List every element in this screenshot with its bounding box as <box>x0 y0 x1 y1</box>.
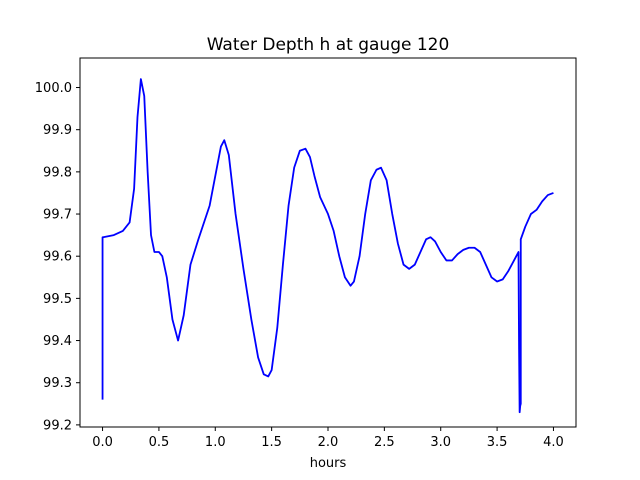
y-tick-label: 99.7 <box>43 208 72 223</box>
x-tick-label: 3.5 <box>487 435 508 450</box>
y-tick-label: 99.9 <box>43 123 72 138</box>
y-tick-label: 99.3 <box>43 376 72 391</box>
chart-title: Water Depth h at gauge 120 <box>207 35 450 55</box>
y-tick-label: 99.8 <box>43 165 72 180</box>
x-tick-label: 1.0 <box>205 435 226 450</box>
x-tick-label: 0.5 <box>149 435 170 450</box>
y-tick-label: 99.4 <box>43 334 72 349</box>
y-tick-label: 99.2 <box>43 418 72 433</box>
x-tick-label: 4.0 <box>543 435 564 450</box>
water-depth-series-line <box>101 78 554 414</box>
x-tick-label: 2.5 <box>374 435 395 450</box>
x-tick-label: 0.0 <box>92 435 113 450</box>
y-axis: 99.2 99.3 99.4 99.5 99.6 99.7 99.8 99.9 100.0 <box>35 81 80 433</box>
x-tick-label: 3.0 <box>430 435 451 450</box>
y-tick-label: 99.5 <box>43 292 72 307</box>
y-tick-label: 100.0 <box>35 81 72 96</box>
x-axis: 0.0 0.5 1.0 1.5 2.0 2.5 3.0 3.5 4.0 <box>92 427 564 450</box>
x-axis-label: hours <box>310 456 347 471</box>
x-tick-label: 2.0 <box>318 435 339 450</box>
x-tick-label: 1.5 <box>261 435 282 450</box>
y-tick-label: 99.6 <box>43 250 72 265</box>
